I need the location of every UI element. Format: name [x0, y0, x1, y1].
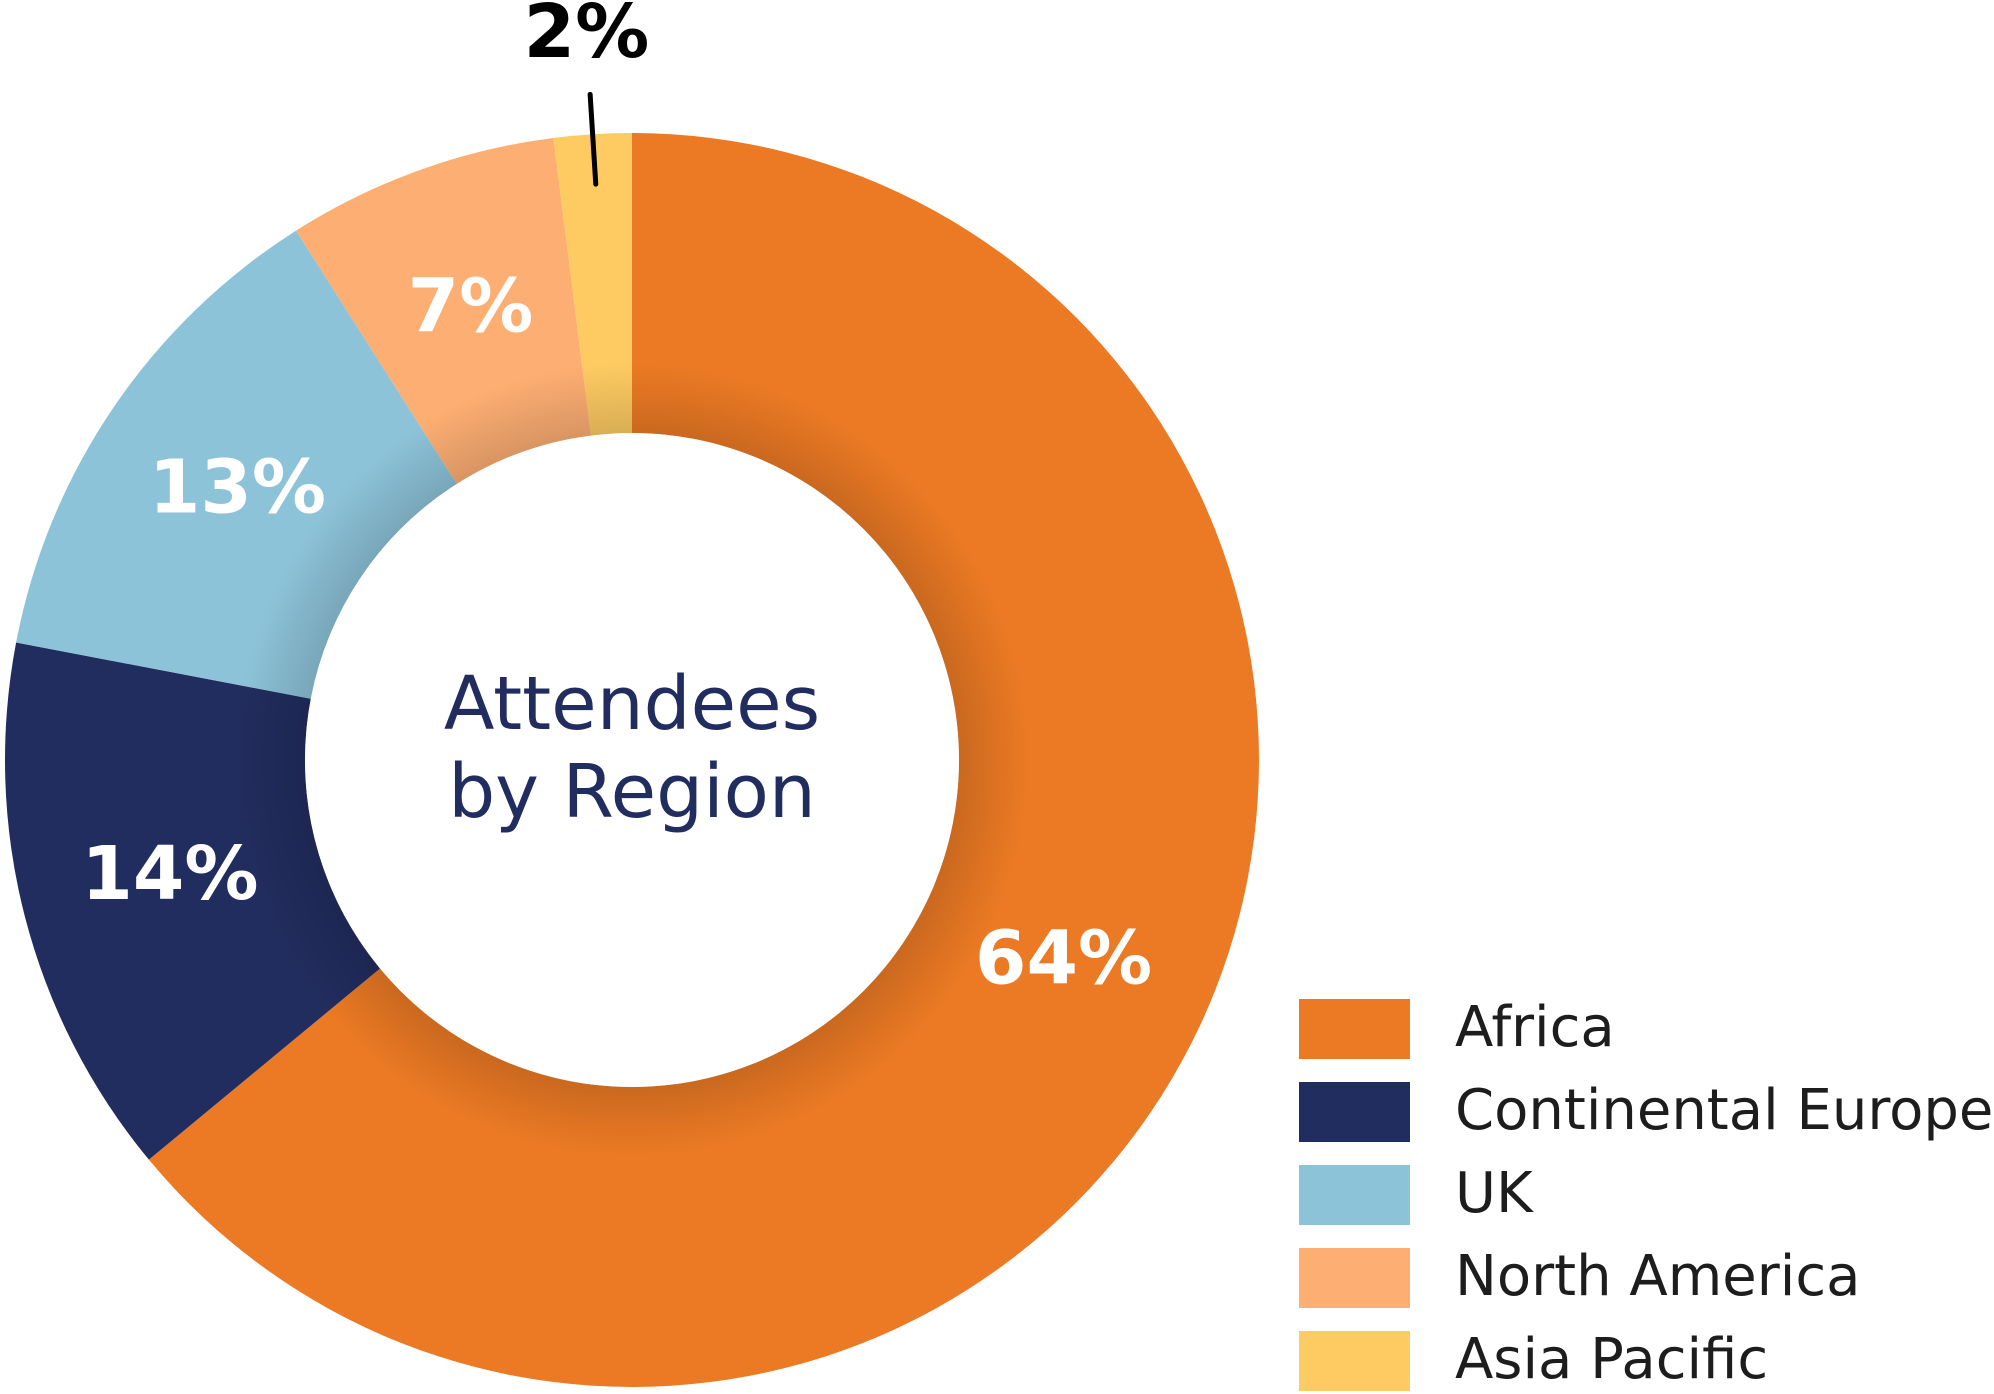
value-label: 14% [81, 831, 258, 917]
legend-label: Continental Europe [1455, 1078, 1993, 1143]
donut-slice [553, 133, 632, 436]
legend-swatch [1299, 1331, 1410, 1391]
legend-swatch [1299, 1248, 1410, 1308]
value-label: 64% [975, 916, 1152, 1002]
donut-hole [305, 433, 959, 1087]
legend-label: Africa [1455, 995, 1615, 1060]
legend-label: Asia Pacific [1455, 1327, 1768, 1392]
legend-label: North America [1455, 1244, 1860, 1309]
legend-label: UK [1455, 1161, 1534, 1226]
leader-line [587, 91, 599, 187]
value-label: 7% [408, 264, 534, 350]
legend-swatch [1299, 999, 1410, 1059]
chart-title: Attendees by Region [443, 661, 821, 835]
legend-swatch [1299, 1165, 1410, 1225]
value-label: 2% [524, 0, 650, 75]
legend-swatch [1299, 1082, 1410, 1142]
value-label: 13% [149, 444, 326, 530]
